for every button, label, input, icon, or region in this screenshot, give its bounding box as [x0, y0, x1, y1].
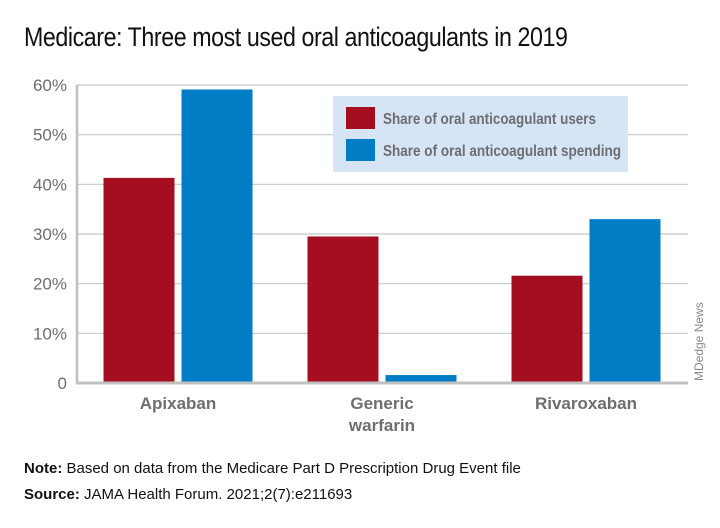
- legend: Share of oral anticoagulant users Share o…: [333, 96, 628, 172]
- footnote-note: Note: Based on data from the Medicare Pa…: [24, 460, 521, 477]
- x-tick-label: Generic: [350, 394, 413, 413]
- x-tick-label: Rivaroxaban: [535, 394, 637, 413]
- note-text: Based on data from the Medicare Part D P…: [62, 460, 521, 477]
- chart-title: Medicare: Three most used oral anticoagu…: [24, 22, 568, 52]
- y-tick-label: 60%: [33, 76, 67, 95]
- bar-users: [511, 275, 583, 383]
- note-label: Note:: [24, 460, 63, 477]
- legend-swatch: [346, 139, 375, 161]
- bar-users: [103, 177, 175, 383]
- y-tick-label: 50%: [33, 126, 67, 145]
- bar-spending: [385, 375, 457, 383]
- y-tick-label: 10%: [33, 324, 67, 343]
- y-tick-label: 20%: [33, 275, 67, 294]
- bar-spending: [589, 219, 661, 383]
- y-tick-label: 40%: [33, 175, 67, 194]
- legend-label: Share of oral anticoagulant spending: [383, 143, 621, 160]
- source-label: Source:: [24, 486, 80, 503]
- legend-label: Share of oral anticoagulant users: [383, 111, 596, 128]
- y-axis: 0 10% 20% 30% 40% 50% 60%: [33, 76, 79, 393]
- source-text: JAMA Health Forum. 2021;2(7):e211693: [79, 486, 353, 503]
- x-tick-label: Apixaban: [140, 394, 217, 413]
- gridlines: [77, 84, 688, 334]
- bar-spending: [181, 89, 253, 383]
- x-tick-label: warfarin: [348, 416, 415, 435]
- bars: [103, 89, 661, 383]
- legend-box: [333, 96, 628, 172]
- bar-users: [307, 236, 379, 383]
- y-tick-label: 30%: [33, 225, 67, 244]
- legend-swatch: [346, 107, 375, 129]
- credit-label: MDedge News: [692, 302, 706, 381]
- footnote-source: Source: JAMA Health Forum. 2021;2(7):e21…: [24, 486, 352, 503]
- x-axis: Apixaban Generic warfarin Rivaroxaban: [76, 381, 688, 435]
- y-tick-label: 0: [58, 374, 67, 393]
